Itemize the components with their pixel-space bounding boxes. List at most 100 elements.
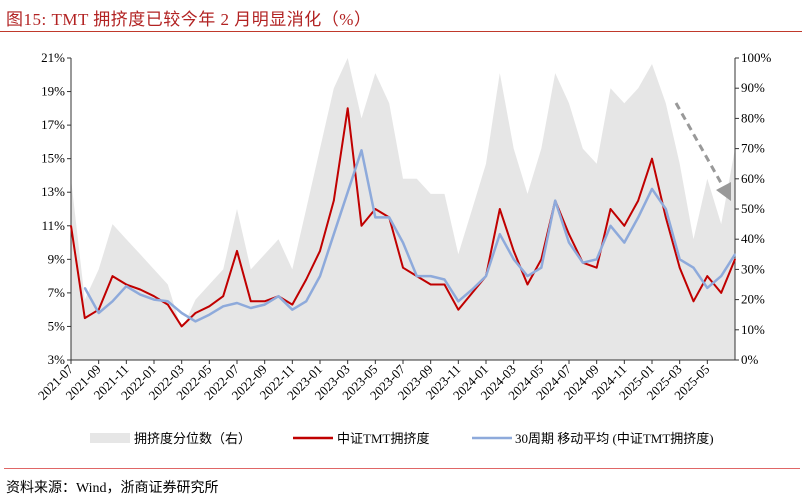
left-tick-label: 9% — [48, 251, 66, 266]
tmt-crowding-line-point — [194, 312, 197, 314]
ma-line-point — [706, 287, 709, 289]
left-tick-label: 15% — [41, 151, 65, 166]
ma-line-point — [84, 287, 86, 289]
arrow-head — [716, 182, 731, 201]
ma-line-point — [97, 312, 100, 314]
lines-group — [70, 107, 737, 328]
ma-line — [83, 149, 737, 323]
legend-label-tmt: 中证TMT拥挤度 — [337, 431, 429, 446]
ma-line-point — [139, 293, 141, 296]
ma-line-point — [678, 258, 681, 261]
annotation-arrow — [674, 102, 731, 201]
left-tick-label: 5% — [48, 318, 66, 333]
tmt-crowding-line-point — [568, 233, 570, 235]
ma-line-point — [720, 275, 722, 277]
tmt-crowding-line-point — [512, 250, 515, 252]
right-tick-label: 100% — [741, 50, 772, 65]
tmt-crowding-line-point — [111, 275, 114, 277]
left-tick-label: 19% — [41, 84, 65, 99]
ma-line-point — [485, 275, 487, 277]
right-tick-label: 50% — [741, 201, 765, 216]
right-tick-label: 80% — [741, 110, 765, 125]
right-tick-label: 40% — [741, 231, 765, 246]
right-tick-label: 10% — [741, 322, 765, 337]
left-tick-label: 21% — [41, 50, 65, 65]
tmt-crowding-line-point — [499, 208, 501, 210]
ma-line-point — [637, 216, 639, 219]
ma-line-point — [388, 216, 390, 219]
tmt-crowding-line-point — [651, 157, 653, 160]
tmt-crowding-line-point — [471, 292, 473, 294]
tmt-crowding-line-point — [720, 292, 722, 294]
ma-line-point — [554, 199, 556, 202]
ma-line-point — [457, 300, 460, 303]
ma-line-point — [595, 258, 598, 261]
ma-line-point — [236, 302, 238, 304]
ma-line-point — [111, 300, 114, 303]
chart: 3% 5% 7% 9% 11% 13% 15% 17% 19% 21% 0% 10% 20% 30% 40%… — [35, 50, 772, 446]
left-tick-label: 17% — [41, 117, 65, 132]
ma-line-point — [499, 233, 501, 235]
left-tick-label: 13% — [41, 184, 65, 199]
ma-line-point — [512, 258, 515, 261]
left-tick-label: 11% — [42, 218, 66, 233]
ma-line-point — [291, 308, 294, 311]
right-tick-label: 20% — [741, 292, 765, 307]
left-tick-label: 7% — [48, 285, 66, 300]
ma-line-point — [250, 307, 252, 309]
tmt-crowding-line-point — [609, 208, 612, 210]
ma-line-point — [167, 300, 169, 303]
ma-line-point — [665, 208, 667, 210]
ma-line-point — [305, 300, 307, 303]
title-divider — [0, 31, 802, 32]
tmt-crowding-line-point — [180, 325, 183, 328]
ma-line-point — [125, 285, 128, 287]
ma-line-point — [540, 266, 543, 269]
ma-line-point — [692, 266, 695, 269]
tmt-crowding-line-point — [236, 250, 238, 252]
ma-line-point — [651, 188, 653, 190]
ma-line-point — [402, 241, 404, 244]
ma-line-point — [374, 216, 377, 219]
ma-line-point — [443, 278, 446, 281]
tmt-crowding-line-point — [208, 305, 211, 308]
tmt-crowding-line-point — [346, 107, 349, 110]
ma-line-point — [319, 275, 321, 277]
percentile-area — [71, 58, 735, 360]
ma-line-point — [153, 298, 155, 301]
ma-line-point — [429, 275, 432, 277]
ma-line-point — [263, 303, 266, 306]
tmt-crowding-line-point — [374, 208, 377, 210]
legend-swatch-percentile — [90, 433, 130, 443]
tmt-crowding-line-point — [263, 300, 266, 303]
tmt-crowding-line-point — [291, 303, 294, 306]
tmt-crowding-line-point — [319, 250, 321, 252]
ma-line-point — [526, 275, 529, 277]
ma-line-point — [471, 288, 473, 291]
ma-line-point — [360, 149, 363, 152]
tmt-crowding-line-point — [595, 266, 598, 269]
tmt-crowding-line-point — [305, 278, 307, 281]
legend-label-percentile: 拥挤度分位数（右） — [134, 431, 251, 446]
source-note: 资料来源：Wind，浙商证券研究所 — [6, 481, 219, 496]
tmt-crowding-line-point — [222, 295, 224, 298]
tmt-crowding-line-point — [139, 288, 141, 291]
right-tick-label: 60% — [741, 171, 765, 186]
tmt-crowding-line-point — [125, 283, 128, 286]
tmt-crowding-line-point — [443, 283, 446, 286]
legend: 拥挤度分位数（右） 中证TMT拥挤度 30周期 移动平均 (中证TMT拥挤度) — [90, 431, 714, 446]
tmt-crowding-line-point — [734, 258, 736, 261]
ma-line-point — [333, 233, 335, 235]
ma-line-point — [416, 275, 418, 277]
ma-line-point — [734, 253, 736, 256]
legend-label-ma: 30周期 移动平均 (中证TMT拥挤度) — [515, 431, 714, 446]
ma-line-point — [346, 191, 349, 194]
tmt-crowding-line-point — [402, 266, 404, 269]
tmt-crowding-line-point — [429, 283, 432, 286]
tmt-crowding-line-point — [526, 283, 529, 286]
tmt-crowding-line-point — [637, 199, 639, 202]
footer-divider — [4, 468, 800, 469]
right-tick-label: 70% — [741, 141, 765, 156]
tmt-crowding-line-point — [692, 300, 695, 303]
left-tick-label: 3% — [48, 352, 66, 367]
